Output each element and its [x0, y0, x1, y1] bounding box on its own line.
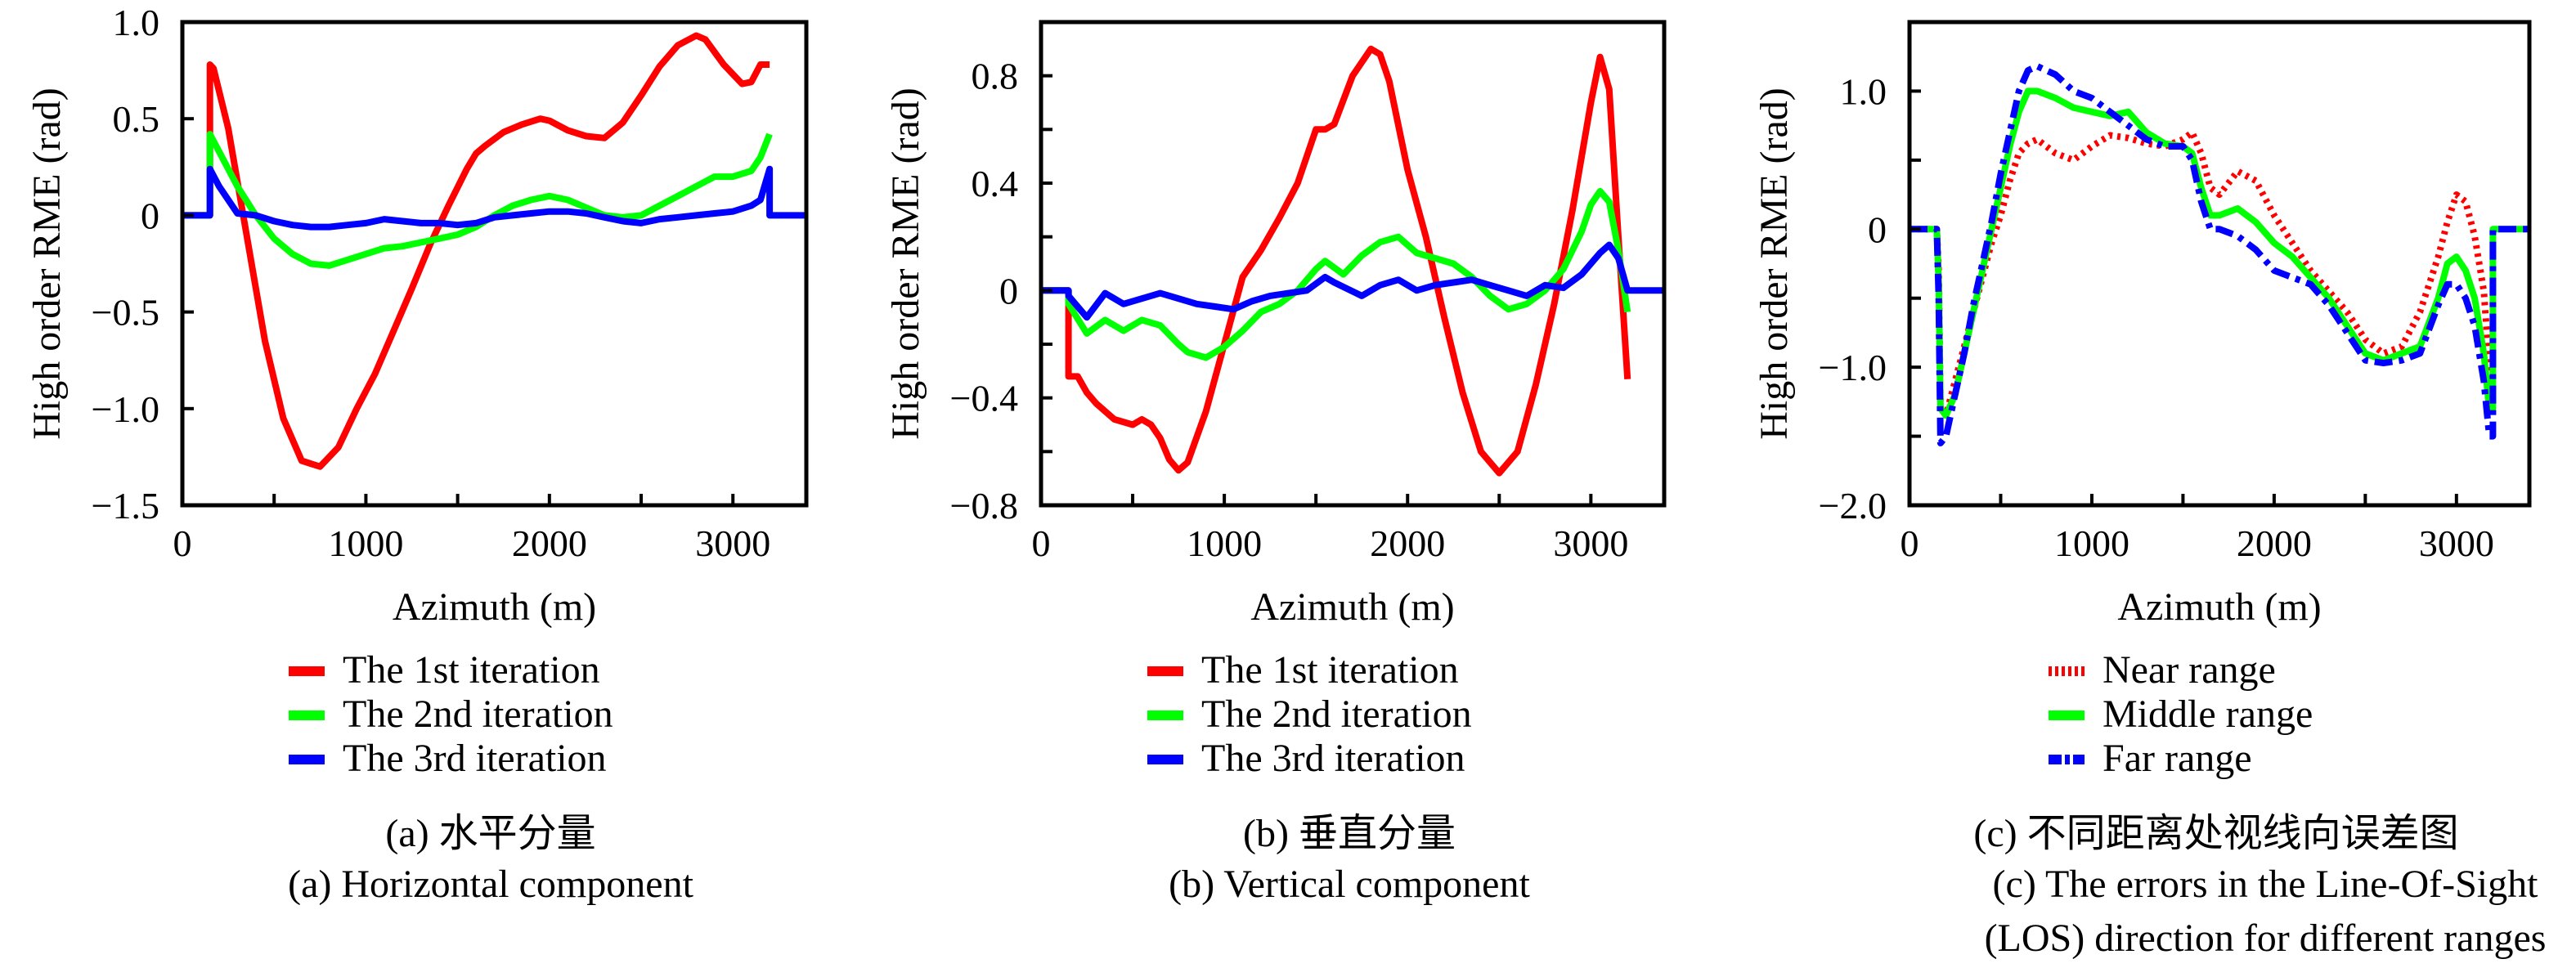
series-line-2 — [1041, 187, 1631, 361]
series-line-1 — [1910, 129, 2497, 419]
x-axis-label: Azimuth (m) — [1250, 585, 1454, 629]
series-line-1 — [1041, 45, 1631, 477]
series-line-3 — [182, 165, 806, 231]
y-tick-label: −0.5 — [92, 292, 159, 334]
y-tick-label: −0.8 — [950, 485, 1018, 527]
legend-label-1: Near range — [2103, 648, 2276, 692]
legend-label-2: Middle range — [2103, 692, 2313, 736]
x-tick-label: 2000 — [1370, 522, 1445, 564]
caption-en: (c) The errors in the Line-Of-Sight — [1993, 863, 2539, 906]
y-tick-label: −1.0 — [1819, 347, 1887, 388]
legend-label-3: The 3rd iteration — [1201, 737, 1465, 780]
y-axis-label: High order RME (rad) — [25, 87, 69, 440]
caption-cn: (c) 不同距离处视线向误差图 — [1973, 812, 2458, 855]
caption-en: (a) Horizontal component — [288, 863, 693, 906]
x-axis-label: Azimuth (m) — [2117, 585, 2321, 629]
caption-en: (LOS) direction for different ranges — [1985, 916, 2547, 960]
y-tick-label: 0 — [1868, 208, 1887, 250]
y-tick-label: 0.4 — [972, 163, 1019, 204]
y-tick-label: 1.0 — [113, 2, 160, 43]
y-axis-label: High order RME (rad) — [1752, 87, 1796, 440]
x-tick-label: 1000 — [2054, 522, 2129, 564]
y-tick-label: 0 — [141, 195, 159, 236]
series-line-1 — [182, 32, 770, 470]
y-tick-label: 0.5 — [113, 98, 160, 140]
y-tick-label: −1.5 — [92, 485, 159, 527]
x-tick-label: 3000 — [1553, 522, 1628, 564]
legend-label-1: The 1st iteration — [343, 648, 600, 692]
axes-frame — [1039, 20, 1667, 508]
x-tick-label: 0 — [1032, 522, 1051, 564]
axes-frame — [180, 20, 809, 508]
chart-a: 1.0 0.5 0 −0.5 −1.0 −1.5 0 1000 2000 3000 Azimuth … — [25, 2, 809, 906]
caption-en: (b) Vertical component — [1169, 863, 1530, 906]
series-line-2 — [1910, 87, 2529, 419]
series-line-2 — [182, 131, 773, 269]
caption-cn: (b) 垂直分量 — [1243, 812, 1456, 855]
x-tick-label: 1000 — [328, 522, 403, 564]
x-tick-label: 2000 — [512, 522, 587, 564]
chart-b: 0.8 0.4 0 −0.4 −0.8 0 1000 2000 3000 Azimuth (m) H… — [884, 20, 1667, 906]
x-tick-label: 3000 — [2419, 522, 2494, 564]
x-tick-label: 3000 — [695, 522, 770, 564]
x-axis-label: Azimuth (m) — [393, 585, 596, 629]
legend-label-2: The 2nd iteration — [343, 692, 613, 736]
caption-cn: (a) 水平分量 — [385, 812, 595, 855]
y-axis-label: High order RME (rad) — [884, 87, 927, 440]
chart-c: 1.0 0 −1.0 −2.0 0 1000 2000 3000 Azimuth (m) High… — [1752, 20, 2547, 960]
y-tick-label: −0.4 — [950, 378, 1018, 419]
x-tick-label: 0 — [173, 522, 192, 564]
axes-frame — [1907, 20, 2532, 508]
series-line-3 — [1910, 63, 2529, 446]
legend-label-3: Far range — [2103, 737, 2252, 780]
x-tick-label: 0 — [1901, 522, 1919, 564]
legend-label-1: The 1st iteration — [1201, 648, 1459, 692]
y-tick-label: −2.0 — [1819, 485, 1887, 527]
y-tick-label: 1.0 — [1840, 70, 1887, 112]
y-tick-label: 0.8 — [972, 56, 1019, 97]
series-line-3 — [1041, 241, 1664, 321]
legend-label-2: The 2nd iteration — [1201, 692, 1472, 736]
legend-label-3: The 3rd iteration — [343, 737, 607, 780]
y-tick-label: 0 — [999, 270, 1018, 311]
x-tick-label: 1000 — [1187, 522, 1262, 564]
y-tick-label: −1.0 — [92, 388, 159, 430]
x-tick-label: 2000 — [2237, 522, 2312, 564]
